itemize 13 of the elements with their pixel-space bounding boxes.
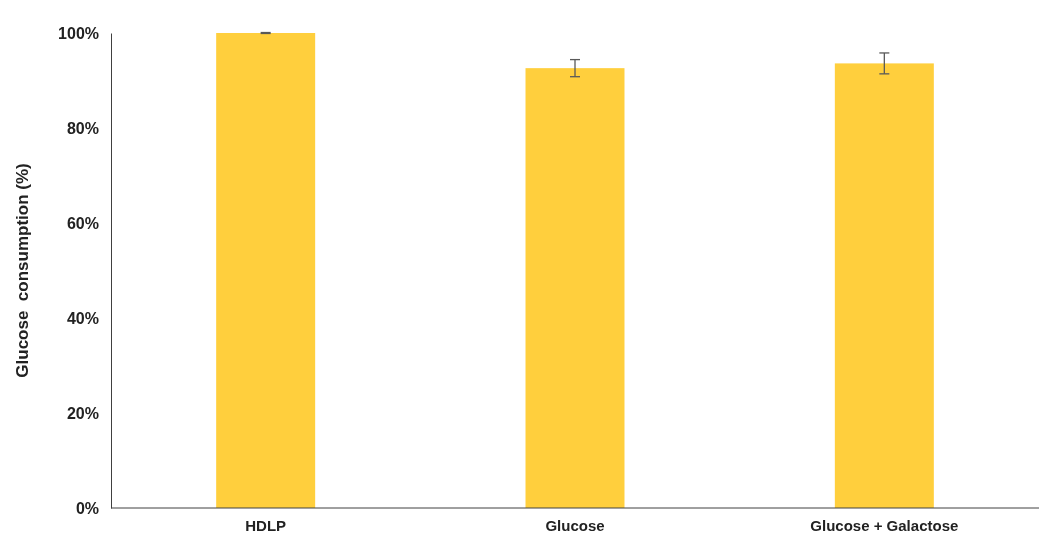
y-tick-label: 60% — [66, 214, 99, 232]
y-tick-label: 100% — [58, 24, 99, 42]
bar — [834, 63, 934, 508]
y-tick-label: 0% — [75, 499, 99, 517]
bar — [216, 33, 316, 508]
y-axis-title: Glucose consumption (%) — [13, 163, 32, 378]
y-tick-label: 40% — [66, 309, 99, 327]
x-tick-label: Glucose — [545, 516, 605, 534]
x-tick-label: Glucose + Galactose — [810, 516, 959, 534]
y-tick-label: 20% — [66, 404, 99, 422]
x-tick-label: HDLP — [245, 516, 287, 534]
y-tick-label: 80% — [66, 119, 99, 137]
bar — [525, 68, 625, 508]
